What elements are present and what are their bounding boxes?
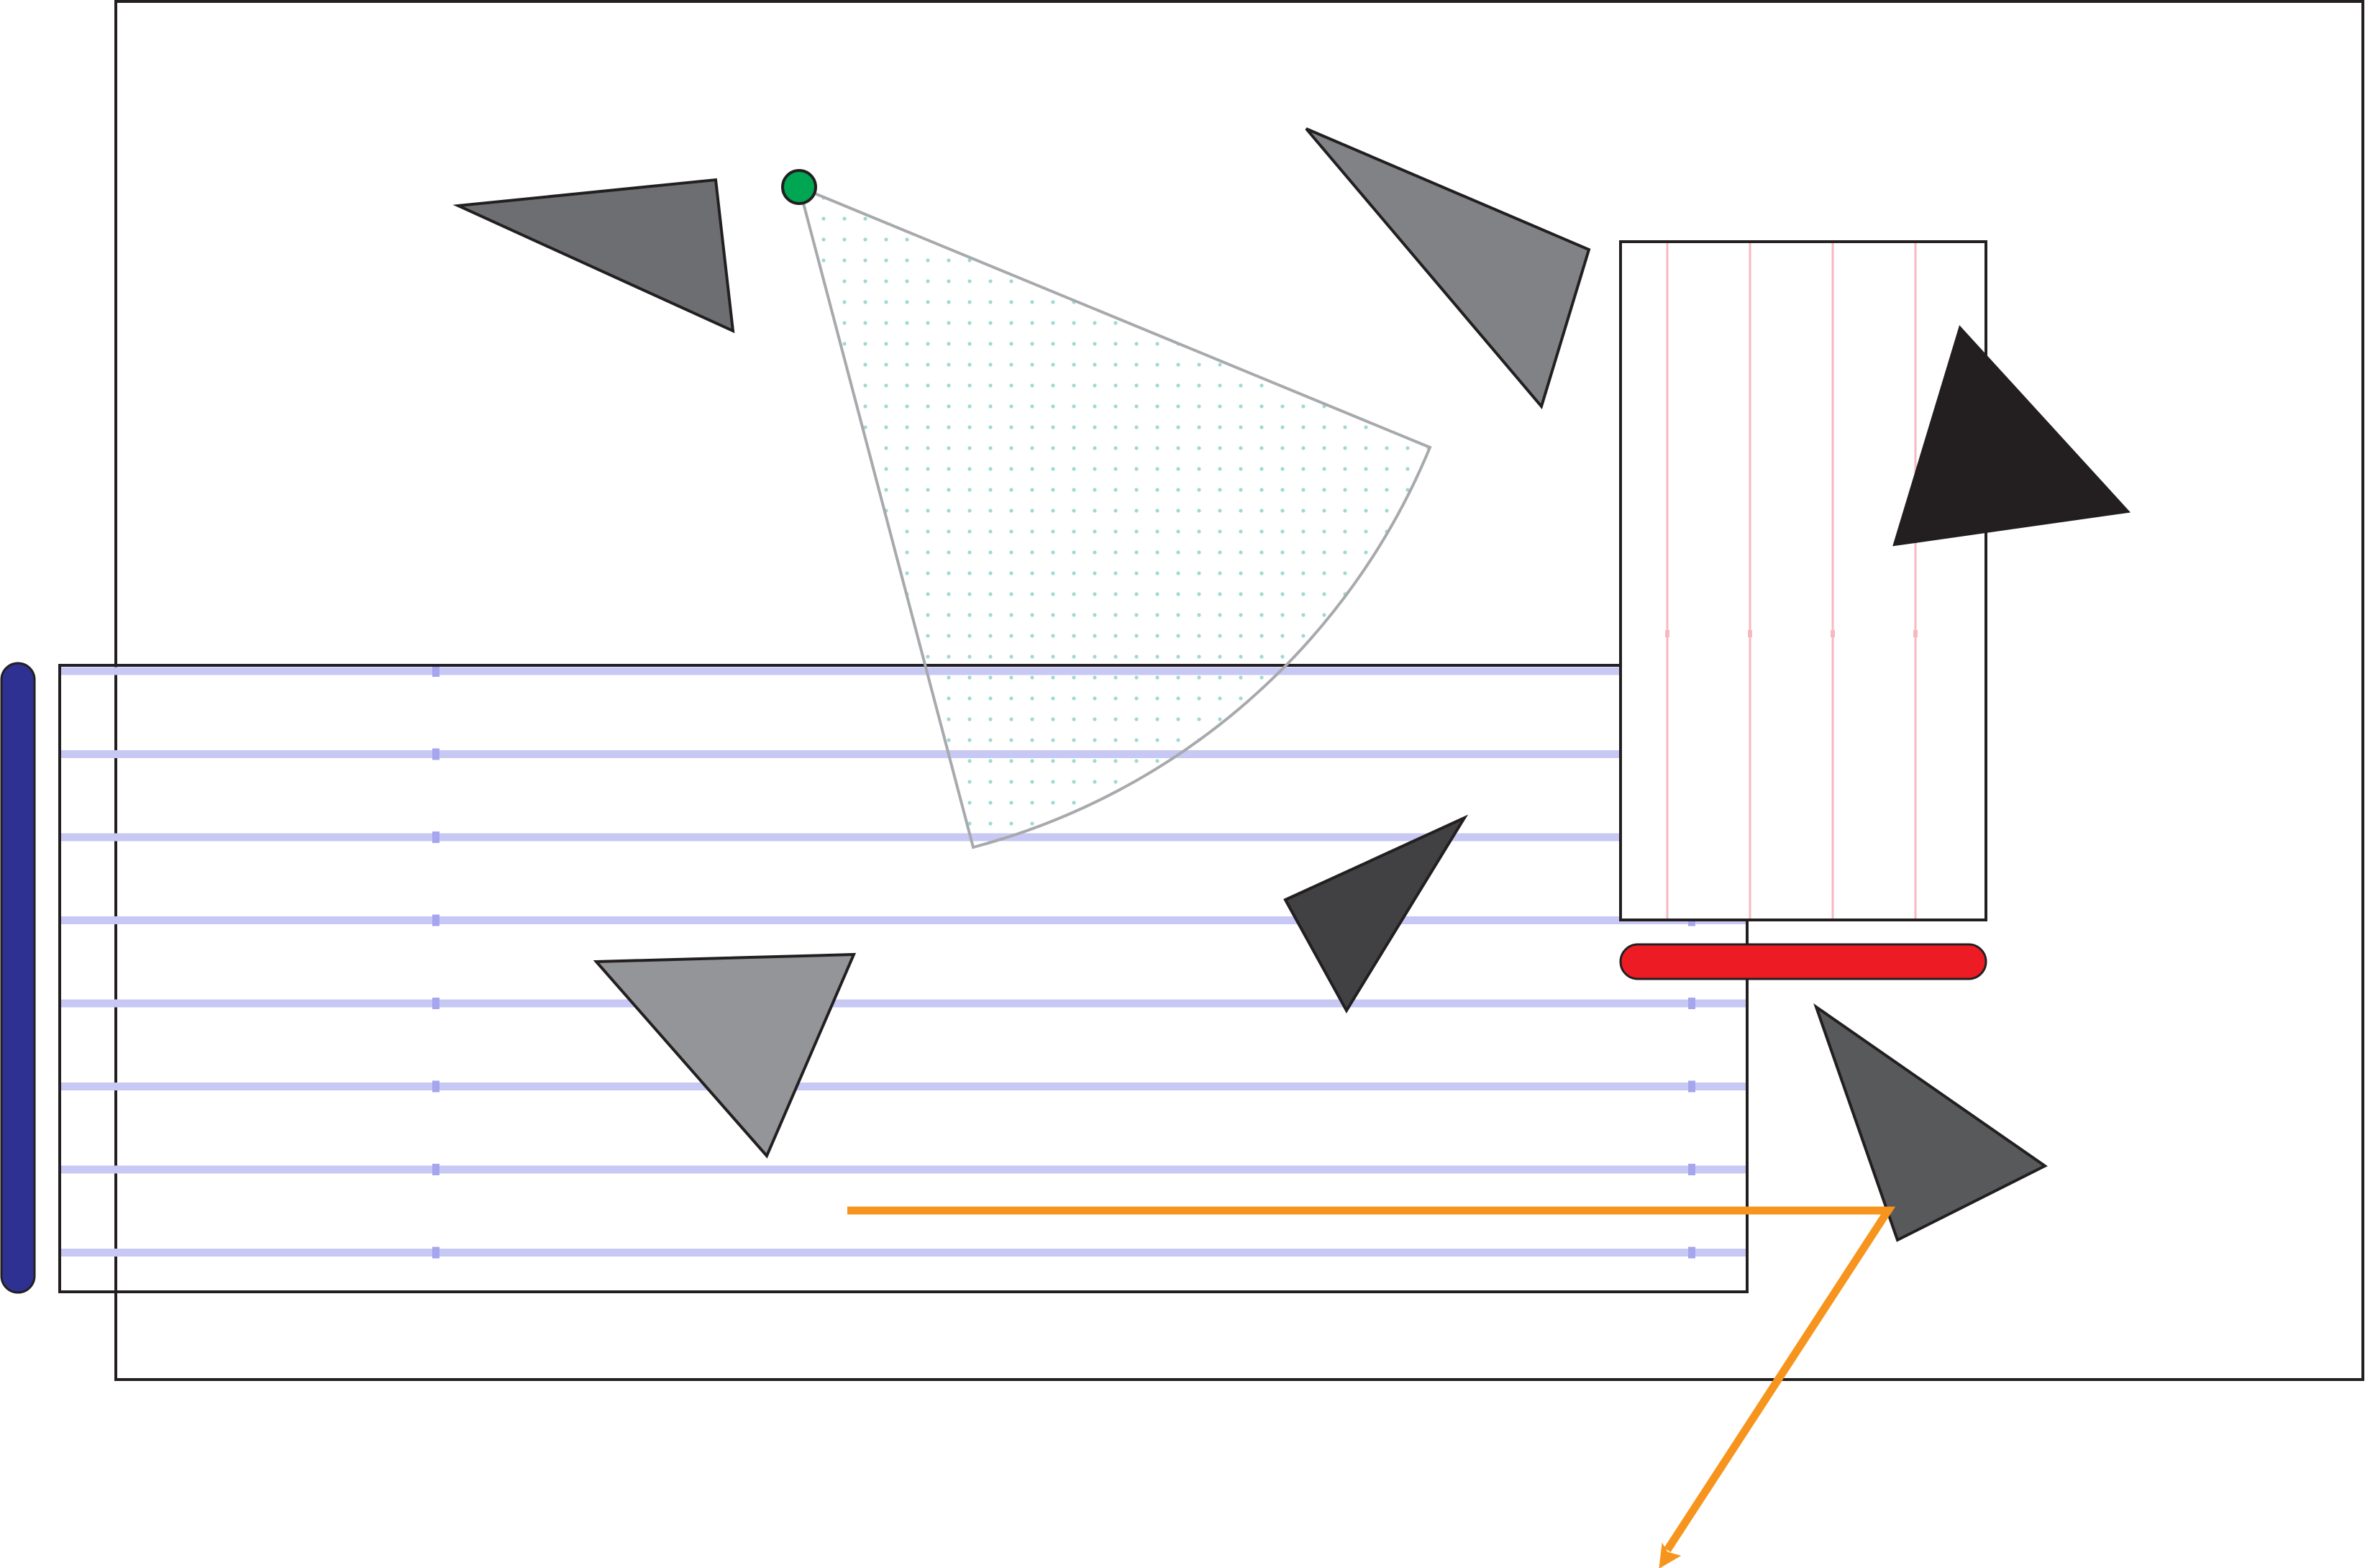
- guide-panel-frame: [1619, 240, 1987, 921]
- triangle-center-dark: [1283, 814, 1469, 1013]
- red-horizontal-bar: [1619, 943, 1987, 980]
- striped-panel-lines: [61, 667, 1746, 1257]
- dotted-sector: [797, 184, 1432, 849]
- striped-panel-tick: [432, 914, 439, 926]
- striped-panel-tick: [1688, 998, 1695, 1009]
- striped-panel-tick: [432, 998, 439, 1009]
- outer-frame: [114, 0, 2364, 1381]
- orange-arrow-head: [1659, 1542, 1682, 1568]
- striped-panel-tick: [432, 1246, 439, 1259]
- triangle-upper-left: [452, 178, 735, 334]
- striped-panel-tick: [432, 1164, 439, 1175]
- triangle-upper-right: [1305, 127, 1591, 410]
- striped-panel-tick: [1688, 1246, 1695, 1259]
- guide-line-tick: [1748, 630, 1752, 637]
- striped-panel-tick: [432, 1080, 439, 1093]
- orange-arrow-path: [847, 1206, 1896, 1552]
- guide-line-tick: [1665, 630, 1669, 637]
- guide-panel-lines: [1665, 243, 1918, 919]
- triangle-lower-left: [593, 952, 857, 1159]
- striped-panel-frame: [58, 664, 1749, 1293]
- blue-vertical-bar: [0, 662, 36, 1294]
- guide-line-tick: [1913, 630, 1918, 637]
- triangle-black: [1892, 325, 2131, 547]
- striped-panel-tick: [432, 831, 439, 843]
- striped-panel-tick: [432, 748, 439, 760]
- triangle-lower-right: [1813, 1003, 2048, 1242]
- orange-arrow: [847, 1206, 1896, 1568]
- striped-panel: [58, 664, 1749, 1293]
- guide-line-tick: [1831, 630, 1835, 637]
- green-handle-dot: [781, 169, 817, 205]
- striped-panel-tick: [1688, 1080, 1695, 1093]
- striped-panel-tick: [432, 665, 439, 677]
- guide-panel: [1619, 240, 1987, 921]
- striped-panel-tick: [1688, 1164, 1695, 1175]
